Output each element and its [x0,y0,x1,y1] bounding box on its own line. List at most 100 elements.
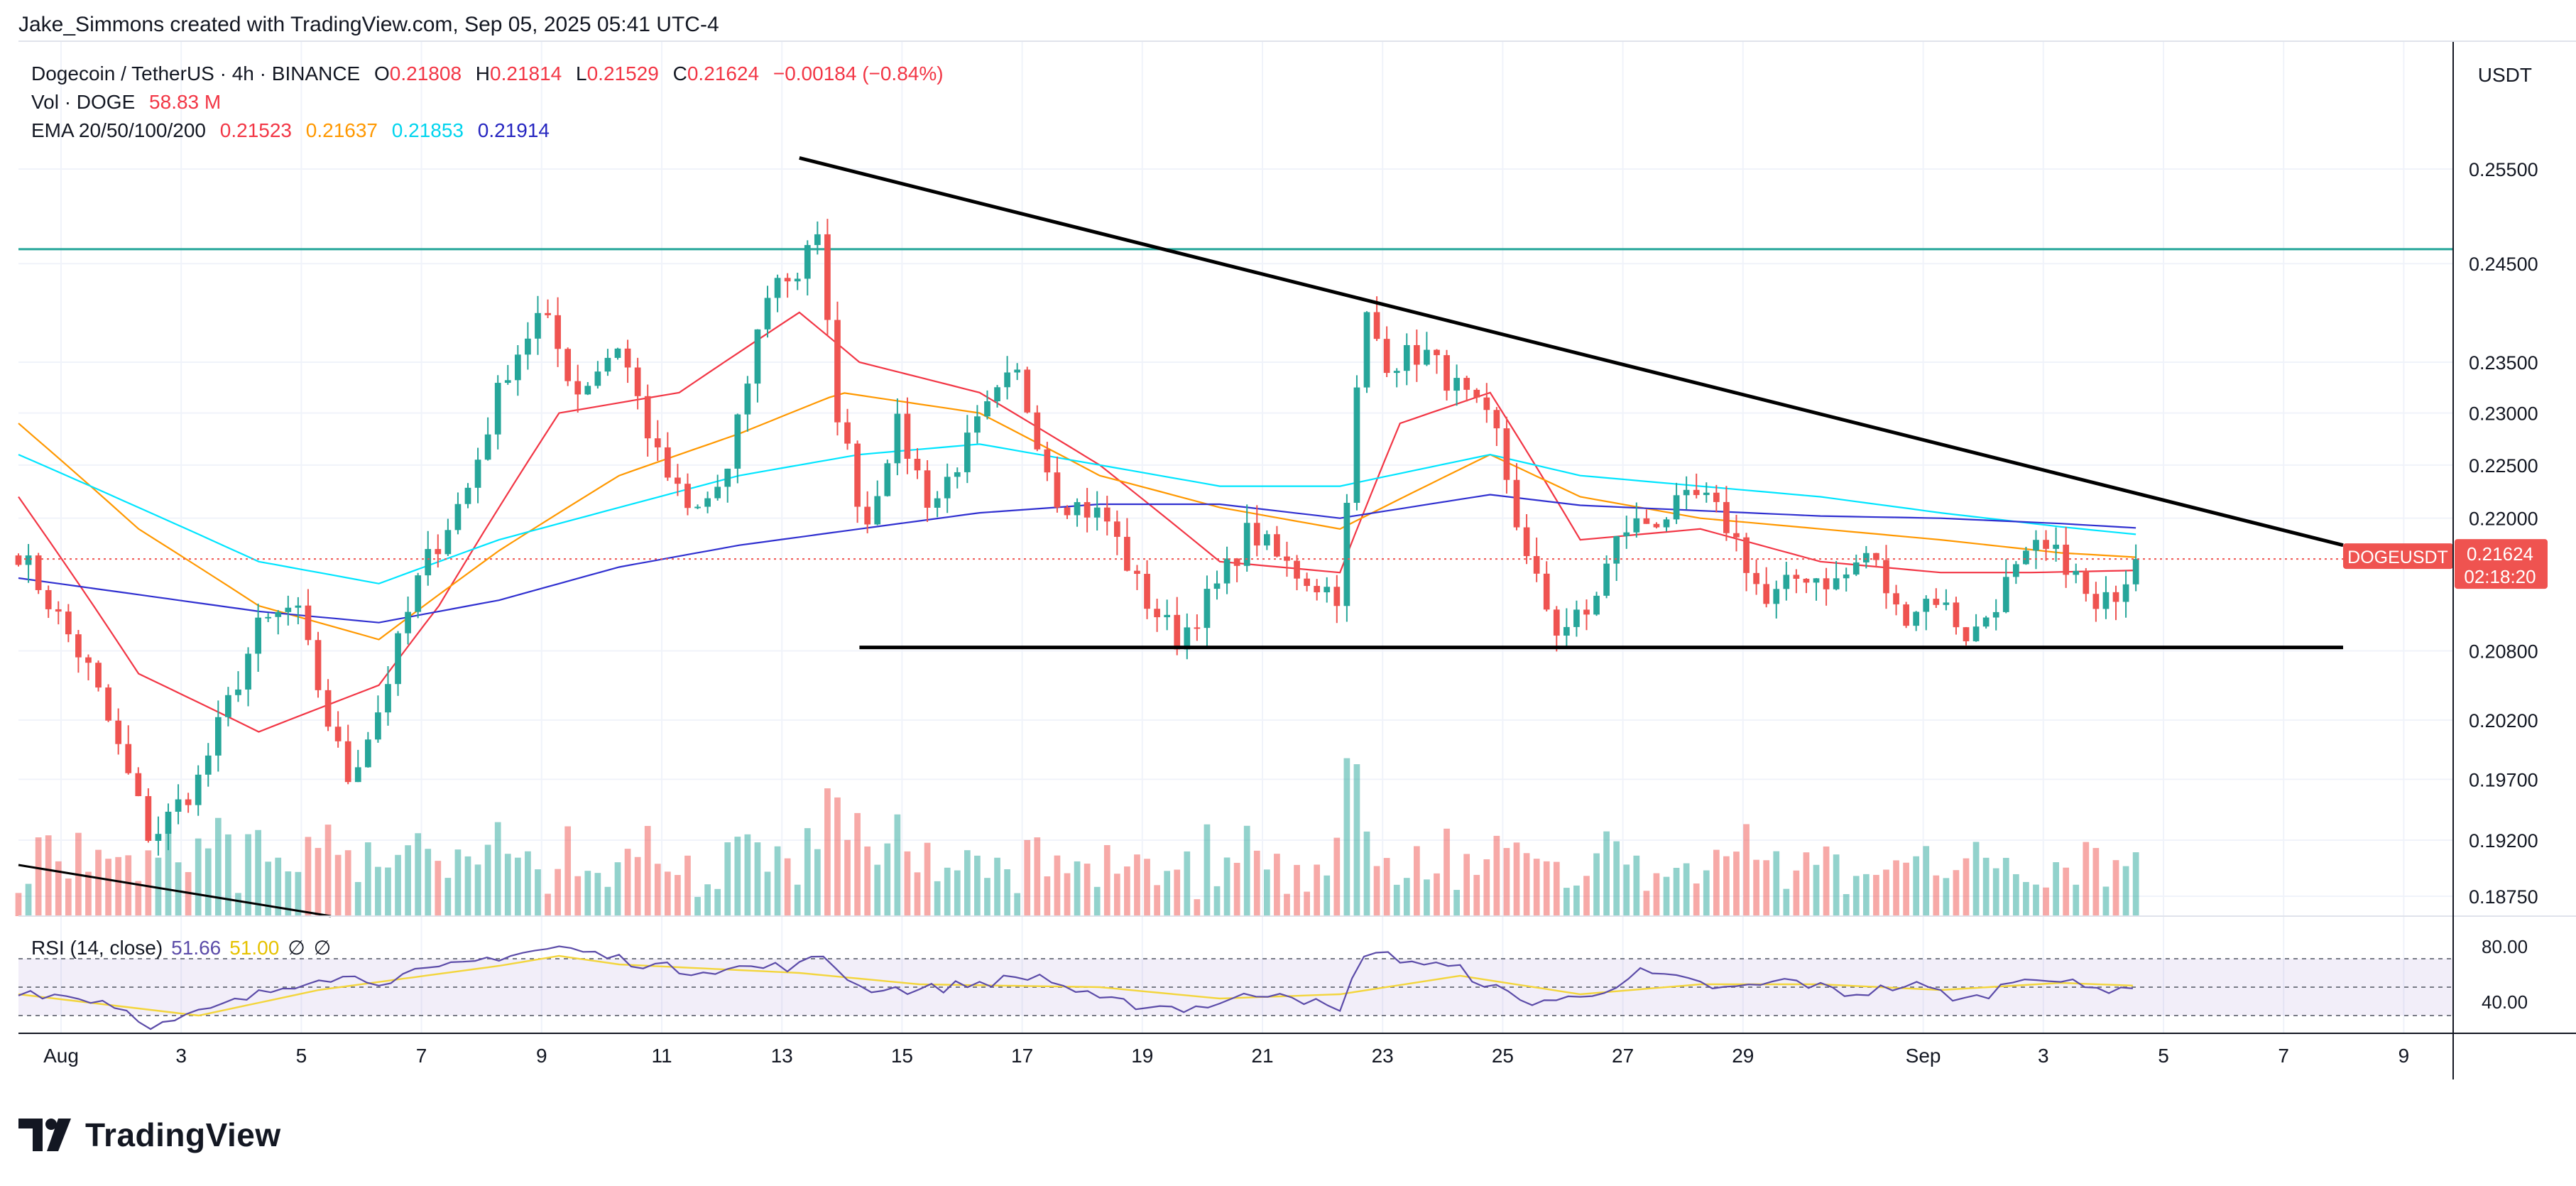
candle-body [45,589,52,609]
candle [1363,311,1370,393]
candle-body [545,312,551,315]
candle-body [85,657,92,663]
candle [494,375,501,450]
candle [1743,533,1750,592]
volume-bar [634,856,641,916]
candle [675,464,681,496]
candle-body [1184,627,1191,650]
candle [1852,554,1860,577]
rsi-label: RSI (14, close) [31,937,163,959]
candle [1144,560,1150,619]
volume-bar [1972,842,1980,916]
candle [1034,405,1041,452]
candle [774,274,781,312]
candle [225,687,231,727]
volume-bar [195,838,202,916]
candle-body [2083,570,2090,594]
candle [1084,488,1091,533]
rsi-line [18,945,2133,1030]
axes: 0.25500 0.24500 0.23500 0.23000 0.22500 0.220… [18,40,2576,1079]
ema-legend[interactable]: EMA 20/50/100/200 0.21523 0.21637 0.2185… [31,119,550,142]
candle [85,654,92,680]
candle [545,299,551,318]
volume-bar [1753,859,1759,916]
candle-body [525,338,531,355]
candle [1553,606,1560,652]
candle-body [415,575,422,612]
price-badge-value: 0.21624 [2467,543,2533,565]
candle-body [1373,312,1380,339]
candle [474,447,481,504]
candle [1943,589,1950,611]
volume-bar [1284,893,1290,916]
ohlc-high: 0.21814 [490,62,562,85]
y-tick-label: 0.19200 [2469,830,2538,852]
candle-body [344,741,351,783]
x-tick-label: 5 [2158,1045,2169,1067]
volume-bar [525,851,531,916]
candle [75,630,82,673]
volume-bar [95,849,102,916]
candle [2063,527,2070,588]
volume-bar [324,825,332,916]
candle-body [65,611,72,635]
candle [285,595,292,626]
volume-bar [334,854,342,916]
candle-body [1263,534,1270,546]
x-tick-label: 25 [1492,1045,1514,1067]
candle-body [1963,627,1970,641]
volume-bar [774,846,781,916]
volume-bar [824,788,831,916]
candle [2053,527,2059,562]
candle-body [1443,355,1450,391]
candle-body [1274,534,1280,557]
volume-bar [1213,886,1221,916]
candle [45,585,52,619]
candle-body [1243,523,1250,566]
candle-body [334,727,342,741]
volume-bar [454,849,462,916]
volume-bar [1413,846,1420,916]
volume-bar [724,842,731,916]
volume-bar [604,886,611,916]
candle-body [295,605,302,608]
candle-body [535,312,541,339]
volume-bar [574,876,582,916]
candle-body [754,329,761,384]
symbol-legend[interactable]: Dogecoin / TetherUS · 4h · BINANCE O0.21… [31,62,944,85]
symbol-badge: DOGEUSDT [2347,548,2448,567]
volume-bar [1513,842,1520,916]
candle-body [1593,595,1600,615]
candle [1213,570,1221,600]
candle [1643,509,1650,524]
candle [1673,482,1680,524]
volume-bar [1643,891,1650,916]
candle-body [1703,492,1710,496]
currency-label[interactable]: USDT [2477,64,2532,86]
candle [1294,555,1300,591]
candle-body [954,472,961,477]
descending-trendline [799,156,2344,548]
candle [175,784,182,825]
volume-bar [204,848,212,916]
tradingview-logo[interactable]: TradingView [18,1115,281,1155]
rsi-null-icon: ∅ [314,937,331,959]
candle-body [1084,502,1091,518]
volume-bar [864,846,871,916]
candle-body [984,401,990,417]
candle [1963,626,1970,646]
candle [1054,456,1061,513]
volume-bar [1862,874,1870,916]
volume-bar [125,855,132,916]
volume-bars [15,758,2139,916]
candle [1333,575,1341,624]
candle-body [1623,532,1630,537]
candle [1473,388,1480,403]
volume-bar [1543,861,1550,916]
candle [1843,567,1850,592]
trend-lines[interactable] [18,156,2344,918]
candle [964,415,971,484]
volume-legend[interactable]: Vol · DOGE 58.83 M [31,91,221,114]
candle-body [914,459,921,471]
